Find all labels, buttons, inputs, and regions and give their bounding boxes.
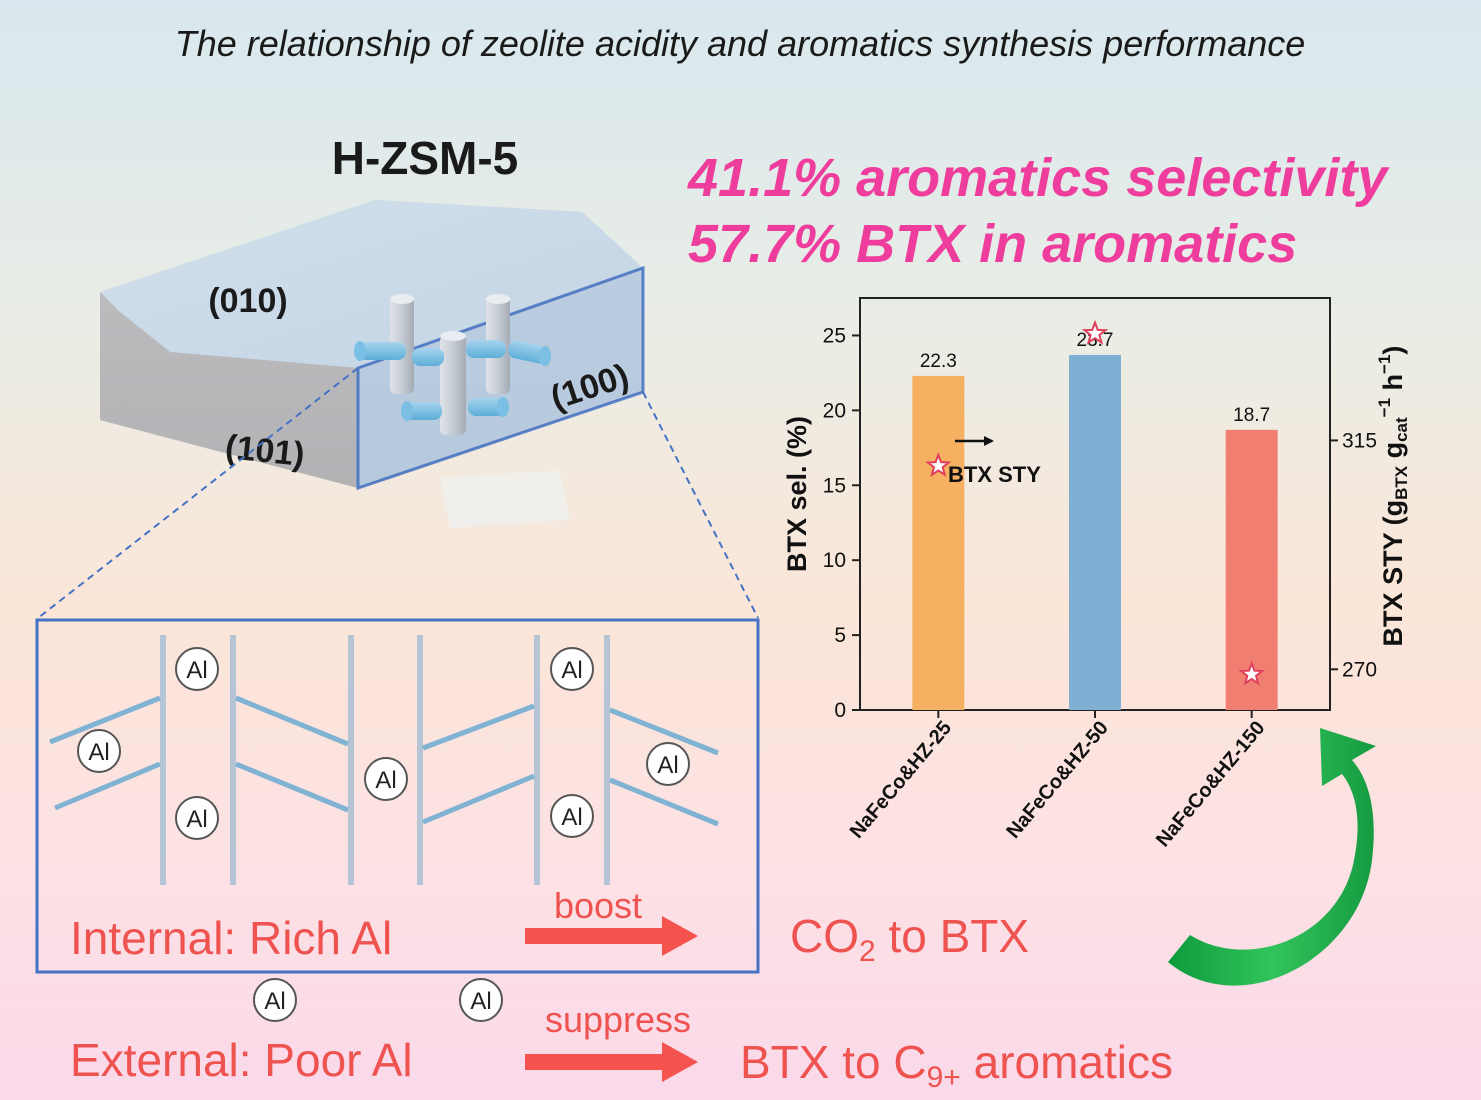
suppress-label: suppress xyxy=(545,999,691,1040)
bar-1 xyxy=(912,375,965,710)
al-site-icon: Al xyxy=(175,796,219,840)
boost-arrow-icon xyxy=(525,916,698,956)
left-tick-label: 25 xyxy=(823,324,846,347)
highlight-aromatics-selectivity: 41.1% aromatics selectivity xyxy=(687,148,1390,208)
al-site-icon: Al xyxy=(550,647,594,691)
al-site-icon: Al xyxy=(77,729,121,773)
suppress-arrow-icon xyxy=(525,1042,698,1082)
al-sites: Al Al Al Al Al Al Al Al Al xyxy=(77,647,690,1022)
al-label: Al xyxy=(88,739,109,766)
al-site-icon: Al xyxy=(459,978,503,1022)
boost-label: boost xyxy=(554,885,642,926)
al-label: Al xyxy=(561,657,582,684)
zeolite-label: H-ZSM-5 xyxy=(332,132,519,184)
zoom-line-right xyxy=(642,391,759,619)
ylabel-right-pre: BTX STY (g xyxy=(1378,500,1408,647)
highlight-btx-in-aromatics: 57.7% BTX in aromatics xyxy=(688,214,1297,274)
sty-star-marker xyxy=(1081,319,1109,345)
al-label: Al xyxy=(561,804,582,831)
internal-result-post: to BTX xyxy=(876,910,1029,962)
bar-data-label: 23.7 xyxy=(1077,330,1114,351)
channel-schematic xyxy=(49,635,719,885)
ylabel-right-mid: g xyxy=(1378,442,1408,466)
al-site-icon: Al xyxy=(175,647,219,691)
left-tick-label: 5 xyxy=(834,624,846,647)
internal-result-sub: 2 xyxy=(859,935,876,968)
zeolite-crystal xyxy=(100,200,645,528)
external-result: BTX to C9+ aromatics xyxy=(740,1036,1173,1094)
internal-label: Internal: Rich Al xyxy=(70,912,392,964)
right-tick-label: 315 xyxy=(1342,429,1377,452)
external-label: External: Poor Al xyxy=(70,1034,413,1086)
zoom-line-left xyxy=(37,367,359,619)
chart-bars xyxy=(912,354,1278,710)
facet-101-label: (101) xyxy=(223,428,306,474)
left-tick-label: 10 xyxy=(823,549,846,572)
x-tick-label: NaFeCo&HZ-50 xyxy=(1002,717,1112,843)
ylabel-right-sup2: −1 xyxy=(1375,355,1394,374)
al-label: Al xyxy=(186,806,207,833)
ylabel-right-post: ) xyxy=(1378,346,1408,355)
external-result-pre: BTX to C xyxy=(740,1036,927,1088)
figure-title: The relationship of zeolite acidity and … xyxy=(175,23,1306,64)
bar-data-label: 22.3 xyxy=(920,351,957,372)
bar-2 xyxy=(1069,354,1121,710)
ylabel-right-mid2: h xyxy=(1378,374,1408,398)
chart-left-ticks: 0 5 10 15 20 25 xyxy=(823,324,860,722)
chart-ylabel-left: BTX sel. (%) xyxy=(782,416,812,572)
bar-data-label: 18.7 xyxy=(1233,405,1270,426)
external-result-sub: 9+ xyxy=(927,1061,961,1094)
legend-btx-sty: BTX STY xyxy=(948,462,1041,487)
left-tick-label: 20 xyxy=(823,399,846,422)
chart-right-ticks: 270 315 xyxy=(1330,429,1377,681)
sty-star-marker xyxy=(925,452,952,478)
facet-010-label: (010) xyxy=(208,282,287,320)
x-tick-label: NaFeCo&HZ-150 xyxy=(1152,717,1270,851)
internal-result: CO2 to BTX xyxy=(790,910,1029,968)
channel-schematic-frame xyxy=(35,618,760,974)
left-tick-label: 0 xyxy=(834,699,846,722)
external-result-post: aromatics xyxy=(961,1036,1173,1088)
chart-x-ticks: NaFeCo&HZ-25 NaFeCo&HZ-50 NaFeCo&HZ-150 xyxy=(846,710,1270,851)
pore-channels-icon xyxy=(354,294,551,435)
internal-result-pre: CO xyxy=(790,910,859,962)
ylabel-right-sub2: cat xyxy=(1392,417,1411,442)
al-site-icon: Al xyxy=(364,757,408,801)
right-tick-label: 270 xyxy=(1342,658,1377,681)
al-label: Al xyxy=(470,988,491,1015)
x-tick-label: NaFeCo&HZ-25 xyxy=(846,717,956,843)
btx-chart: 22.3 23.7 18.7 0 5 10 15 20 25 270 315 NaFeCo&HZ… xyxy=(782,297,1411,851)
al-site-icon: Al xyxy=(253,978,297,1022)
al-label: Al xyxy=(657,752,678,779)
al-label: Al xyxy=(186,657,207,684)
al-label: Al xyxy=(375,767,396,794)
left-tick-label: 15 xyxy=(823,474,846,497)
ylabel-right-sup1: −1 xyxy=(1375,398,1394,417)
al-site-icon: Al xyxy=(646,742,690,786)
sty-star-marker xyxy=(1238,660,1265,686)
al-label: Al xyxy=(264,988,285,1015)
al-site-icon: Al xyxy=(550,794,594,838)
ylabel-right-sub1: BTX xyxy=(1392,465,1411,500)
chart-data-labels: 22.3 23.7 18.7 xyxy=(920,330,1270,426)
chart-sty-markers xyxy=(925,319,1265,686)
chart-ylabel-right: BTX STY (gBTX gcat−1 h−1) xyxy=(1375,346,1411,647)
green-cycle-arrow-icon xyxy=(1168,728,1376,986)
